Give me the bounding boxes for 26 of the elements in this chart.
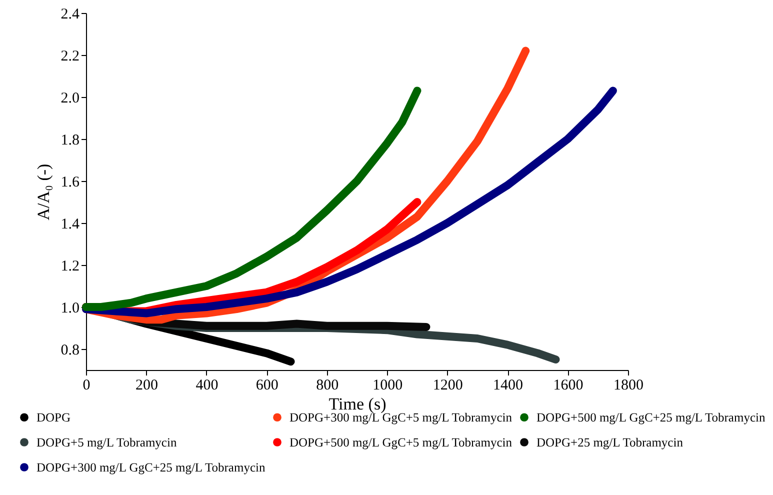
- x-tick-label: 1800: [614, 378, 644, 394]
- legend-label: DOPG+5 mg/L Tobramycin: [36, 435, 178, 450]
- x-tick-label: 0: [82, 378, 90, 394]
- y-tick-label: 1.4: [60, 216, 80, 232]
- legend-label: DOPG+500 mg/L GgC+5 mg/L Tobramycin: [290, 435, 513, 450]
- legend-label: DOPG: [36, 410, 71, 424]
- x-tick-label: 1400: [493, 378, 524, 394]
- y-tick-label: 2.4: [60, 6, 80, 22]
- y-tick-label: 2.0: [60, 90, 80, 106]
- y-tick-label: 0.8: [60, 342, 80, 358]
- x-tick-label: 1600: [553, 378, 584, 394]
- x-tick-label: 400: [196, 378, 218, 394]
- y-tick-label: 1.0: [60, 300, 80, 316]
- y-tick-label: 1.6: [60, 174, 80, 190]
- x-tick-label: 600: [256, 378, 278, 394]
- x-tick-label: 1000: [372, 378, 403, 394]
- y-tick-label: 1.8: [60, 132, 80, 148]
- y-axis-title: A/A₀ (-): [34, 164, 53, 220]
- x-tick-label: 800: [316, 378, 339, 394]
- legend-label: DOPG+300 mg/L GgC+25 mg/L Tobramycin: [36, 460, 266, 474]
- x-tick-label: 200: [135, 378, 158, 394]
- x-tick-label: 1200: [432, 378, 463, 394]
- legend-label: DOPG+25 mg/L Tobramycin: [536, 435, 684, 450]
- y-tick-label: 1.2: [60, 258, 80, 274]
- y-tick-label: 2.2: [60, 48, 80, 64]
- legend-label: DOPG+500 mg/L GgC+25 mg/L Tobramycin: [536, 410, 766, 424]
